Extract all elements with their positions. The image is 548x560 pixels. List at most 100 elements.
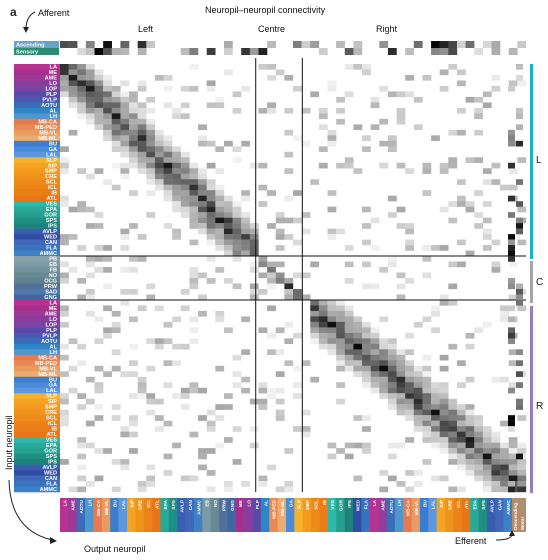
- matrix-cell: [198, 294, 207, 301]
- efferent-cell: [508, 239, 515, 246]
- matrix-cell: [103, 129, 112, 136]
- matrix-cell: [267, 272, 276, 279]
- matrix-cell: [129, 448, 138, 454]
- matrix-cell: [103, 135, 112, 142]
- matrix-cell: [129, 129, 138, 136]
- matrix-cell: [215, 239, 225, 246]
- afferent-cell: [223, 41, 233, 48]
- matrix-cell: [405, 470, 415, 476]
- matrix-cell: [163, 223, 173, 229]
- matrix-cell: [422, 409, 432, 416]
- matrix-cell: [223, 327, 233, 334]
- matrix-cell: [137, 393, 147, 399]
- matrix-cell: [232, 382, 242, 388]
- matrix-cell: [103, 80, 112, 87]
- matrix-cell: [129, 360, 138, 366]
- matrix-cell: [310, 376, 320, 383]
- matrix-cell: [241, 228, 251, 235]
- column-label-box: [177, 498, 186, 532]
- row-label-box: [14, 190, 60, 196]
- row-label: SMP: [45, 405, 57, 411]
- matrix-cell: [215, 146, 225, 152]
- matrix-cell: [180, 206, 190, 213]
- column-label: MB-CA: [96, 499, 102, 516]
- matrix-cell: [508, 261, 518, 268]
- matrix-cell: [60, 393, 69, 399]
- matrix-cell: [293, 85, 302, 92]
- row-label-box: [14, 146, 60, 153]
- matrix-cell: [474, 475, 484, 482]
- matrix-cell: [163, 135, 173, 142]
- matrix-cell: [94, 80, 104, 87]
- matrix-cell: [180, 212, 190, 218]
- matrix-cell: [422, 437, 432, 443]
- matrix-cell: [396, 113, 406, 120]
- matrix-cell: [387, 146, 397, 152]
- matrix-cell: [154, 173, 164, 180]
- matrix-cell: [223, 228, 233, 235]
- matrix-cell: [474, 129, 484, 136]
- matrix-cell: [353, 475, 363, 482]
- column-label: WED: [355, 499, 361, 511]
- matrix-cell: [344, 245, 354, 251]
- matrix-cell: [284, 338, 294, 345]
- matrix-cell: [215, 217, 225, 224]
- matrix-cell: [129, 135, 138, 142]
- row-label-box: [14, 118, 60, 125]
- matrix-cell: [267, 332, 276, 339]
- matrix-cell: [500, 481, 509, 487]
- matrix-cell: [431, 310, 440, 317]
- matrix-cell: [249, 288, 259, 295]
- column-label: SIP: [129, 499, 135, 508]
- section-left: Left: [138, 24, 154, 34]
- matrix-cell: [198, 195, 207, 202]
- column-labels: LA AME AOTU LH MB-CA MB-VL BU LAL SIP CRE ICL ATL EP…: [60, 498, 513, 532]
- matrix-cell: [206, 206, 216, 213]
- column-label: AOTU: [79, 499, 85, 513]
- row-label-box: [14, 206, 60, 213]
- matrix-cell: [327, 299, 337, 306]
- matrix-cell: [241, 387, 251, 394]
- row-label: SCL: [46, 416, 58, 422]
- matrix-cell: [482, 475, 492, 482]
- afferent-cell: [206, 48, 216, 55]
- column-label-box: [461, 498, 471, 532]
- matrix-cell: [431, 442, 440, 449]
- matrix-cell: [180, 179, 190, 185]
- matrix-cell: [146, 190, 156, 196]
- row-label: BU: [49, 141, 57, 147]
- column-label-box: [168, 498, 178, 532]
- efferent-cell: [508, 420, 515, 427]
- row-label-box: [14, 393, 60, 400]
- row-label: SPS: [46, 218, 57, 224]
- row-label: FLA: [46, 246, 57, 252]
- matrix-cell: [362, 382, 371, 388]
- matrix-cell: [413, 409, 423, 416]
- matrix-cell: [68, 102, 78, 109]
- column-label-box: [244, 498, 253, 532]
- afferent-cell: [301, 41, 311, 48]
- matrix-cell: [60, 343, 69, 350]
- column-label-box: [394, 498, 404, 532]
- matrix-cell: [249, 245, 259, 251]
- row-label-box: [14, 124, 60, 131]
- row-label-box: [14, 135, 60, 142]
- matrix-cell: [396, 162, 406, 169]
- matrix-cell: [180, 173, 190, 180]
- matrix-cell: [215, 195, 225, 202]
- matrix-cell: [353, 316, 363, 323]
- matrix-cell: [318, 321, 328, 328]
- matrix-cell: [94, 338, 104, 345]
- matrix-cell: [206, 223, 216, 229]
- row-label-box: [14, 80, 60, 87]
- row-label: ME: [49, 70, 58, 76]
- row-label: IPS: [48, 460, 57, 466]
- matrix-cell: [85, 294, 95, 301]
- row-label-box: [14, 107, 60, 114]
- matrix-cell: [336, 398, 345, 405]
- matrix-cell: [413, 398, 423, 405]
- matrix-cell: [223, 437, 233, 443]
- matrix-cell: [120, 431, 130, 438]
- matrix-cell: [396, 371, 406, 377]
- afferent-cell: [482, 41, 492, 48]
